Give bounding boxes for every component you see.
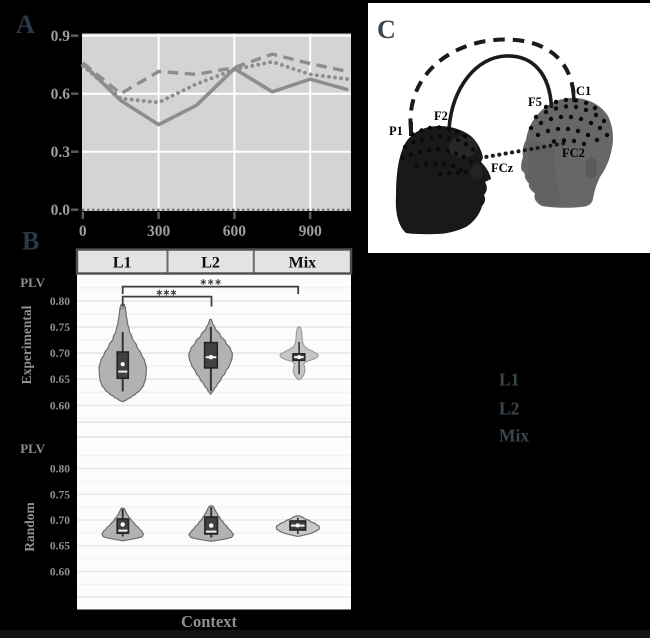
svg-text:P1: P1 <box>389 124 403 138</box>
svg-text:0.80: 0.80 <box>50 296 70 308</box>
svg-text:0.6: 0.6 <box>51 86 71 103</box>
svg-text:A: A <box>16 10 35 39</box>
svg-text:Context: Context <box>181 612 237 631</box>
svg-text:Mix: Mix <box>289 255 317 272</box>
svg-text:0.3: 0.3 <box>51 144 71 161</box>
svg-text:0.0: 0.0 <box>51 202 71 219</box>
svg-text:F2: F2 <box>434 109 448 123</box>
svg-text:B: B <box>22 227 39 256</box>
svg-text:Random: Random <box>22 501 37 551</box>
svg-text:FC2: FC2 <box>562 146 585 160</box>
svg-text:L1: L1 <box>499 370 519 390</box>
svg-text:0.60: 0.60 <box>50 400 70 412</box>
svg-text:L1: L1 <box>113 255 132 272</box>
svg-text:0.70: 0.70 <box>50 515 70 527</box>
svg-text:L2: L2 <box>499 399 519 419</box>
svg-text:Mix: Mix <box>499 426 529 446</box>
svg-text:C1: C1 <box>576 84 591 98</box>
svg-text:FCz: FCz <box>491 161 514 175</box>
svg-text:F5: F5 <box>528 95 542 109</box>
svg-text:900: 900 <box>299 223 323 240</box>
svg-text:600: 600 <box>223 223 247 240</box>
svg-text:300: 300 <box>147 223 171 240</box>
svg-text:L2: L2 <box>201 255 220 272</box>
svg-text:0.80: 0.80 <box>50 464 70 476</box>
svg-text:0.70: 0.70 <box>50 348 70 360</box>
svg-text:C: C <box>377 15 396 44</box>
svg-text:PLV: PLV <box>20 275 45 290</box>
svg-text:PLV: PLV <box>20 441 45 456</box>
svg-text:0.60: 0.60 <box>50 566 70 578</box>
svg-text:0.65: 0.65 <box>50 374 70 386</box>
svg-text:0.65: 0.65 <box>50 541 70 553</box>
svg-text:0: 0 <box>79 223 87 240</box>
svg-text:Experimental: Experimental <box>19 305 34 384</box>
svg-text:0.9: 0.9 <box>51 28 71 45</box>
svg-text:0.75: 0.75 <box>50 489 70 501</box>
svg-text:0.75: 0.75 <box>50 322 70 334</box>
